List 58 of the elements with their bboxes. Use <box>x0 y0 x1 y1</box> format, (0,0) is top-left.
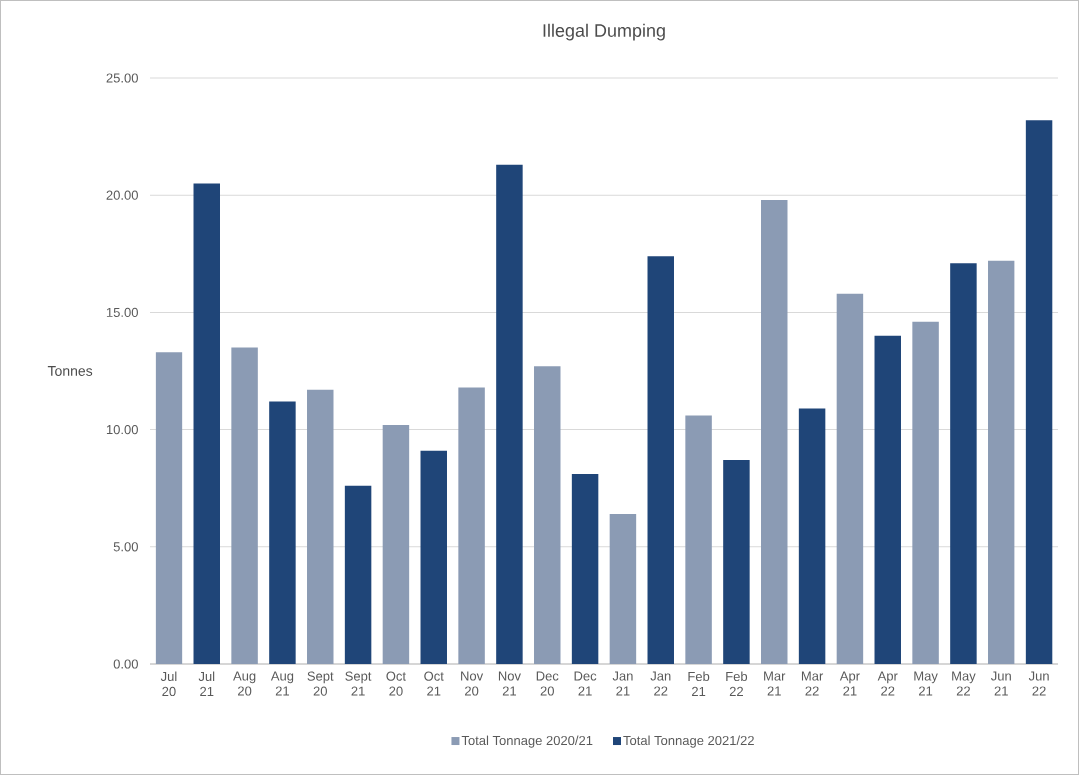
x-tick-label: Oct 21 <box>424 671 444 696</box>
bar <box>874 335 901 664</box>
bar <box>723 460 750 664</box>
x-tick-label: Dec 20 <box>536 671 559 696</box>
bar <box>988 260 1015 664</box>
bar <box>458 387 485 664</box>
x-tick-label: Mar 21 <box>764 671 786 696</box>
x-tick-label: Jul 20 <box>160 671 177 697</box>
x-tick-label: May 22 <box>952 671 976 696</box>
x-tick-label: Apr 21 <box>839 671 860 696</box>
bar <box>685 415 712 664</box>
x-tick-label: Jul 21 <box>198 671 215 696</box>
bar <box>269 401 296 664</box>
bar <box>307 389 334 664</box>
bar <box>647 256 674 664</box>
y-tick-label: 10.00 <box>106 424 138 435</box>
bar <box>836 293 864 664</box>
y-tick-label: 20.00 <box>106 190 138 200</box>
x-tick-label: Feb 22 <box>726 671 748 696</box>
bar <box>496 164 523 664</box>
x-tick-label: Oct 20 <box>386 671 406 696</box>
y-tick-label: 25.00 <box>106 73 138 83</box>
legend-label: Total Tonnage 2020/21 <box>461 735 593 748</box>
bar <box>761 199 788 664</box>
bar <box>609 513 637 664</box>
x-tick-label: Mar 22 <box>801 671 824 696</box>
y-tick-label: 5.00 <box>113 542 138 552</box>
bar <box>193 183 220 664</box>
chart-title: Illegal Dumping <box>543 23 665 41</box>
x-tick-label: Apr 22 <box>877 671 898 696</box>
bar <box>231 347 258 664</box>
x-tick-label: May 21 <box>914 671 938 696</box>
bar <box>571 474 599 664</box>
y-axis-title: Tonnes <box>47 366 93 376</box>
x-tick-label: Jun 21 <box>990 671 1011 696</box>
x-tick-label: Nov 20 <box>461 671 484 696</box>
bar <box>912 321 939 664</box>
x-tick-label: Sept 20 <box>307 671 334 696</box>
bar <box>950 263 977 664</box>
bar <box>344 485 372 664</box>
x-tick-label: Jun 22 <box>1028 671 1049 696</box>
bar <box>420 450 447 664</box>
y-tick-label: 15.00 <box>106 307 138 317</box>
bar <box>1025 120 1053 664</box>
bar <box>382 424 410 664</box>
bar <box>534 366 561 664</box>
x-tick-label: Aug 21 <box>270 671 294 696</box>
x-tick-label: Aug 20 <box>233 671 256 696</box>
x-tick-label: Jan 22 <box>650 671 671 696</box>
x-tick-label: Nov 21 <box>498 671 521 696</box>
x-tick-label: Dec 21 <box>574 671 597 696</box>
x-tick-label: Jan 21 <box>612 671 633 696</box>
y-tick-label: 0.00 <box>113 659 138 669</box>
bar <box>155 352 183 664</box>
x-tick-label: Feb 21 <box>688 671 710 696</box>
bar <box>798 408 826 664</box>
legend-label: Total Tonnage 2021/22 <box>623 735 754 748</box>
x-tick-label: Sept 21 <box>345 671 372 696</box>
